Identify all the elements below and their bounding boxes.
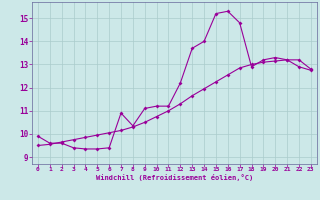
X-axis label: Windchill (Refroidissement éolien,°C): Windchill (Refroidissement éolien,°C) xyxy=(96,174,253,181)
